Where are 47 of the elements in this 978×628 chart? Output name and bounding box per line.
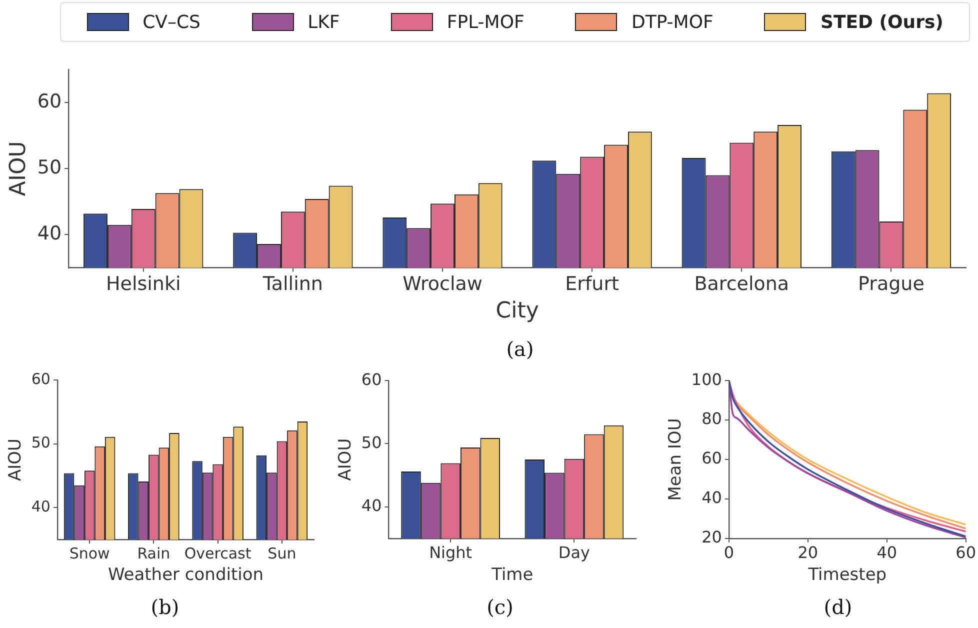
x-tick-label: Night — [429, 543, 472, 562]
y-tick-label: 40 — [361, 496, 382, 515]
legend-label: STED (Ours) — [820, 12, 944, 32]
x-tick-label: Tallinn — [262, 273, 323, 296]
x-tick-label: 0 — [724, 543, 734, 562]
y-axis-title: Mean IOU — [666, 418, 686, 501]
x-tick-label: Helsinki — [106, 273, 181, 296]
y-axis-title: AIOU — [6, 438, 26, 482]
y-tick-label: 80 — [702, 409, 722, 428]
y-tick-label: 60 — [31, 370, 50, 388]
y-tick-label: 40 — [37, 222, 62, 245]
x-tick-label: Rain — [137, 544, 170, 562]
x-tick-label: 20 — [798, 543, 818, 562]
y-tick-label: 50 — [31, 434, 50, 452]
y-tick-label: 50 — [37, 156, 62, 179]
legend-label: DTP-MOF — [631, 12, 714, 32]
y-tick-label: 100 — [691, 370, 722, 389]
text: (b) — [150, 595, 180, 619]
legend-label: LKF — [308, 12, 340, 32]
x-tick-label: Snow — [69, 544, 110, 562]
y-tick-label: 60 — [361, 370, 382, 389]
x-tick-label: Overcast — [184, 544, 252, 562]
x-tick-label: Sun — [268, 544, 296, 562]
text: (c) — [486, 595, 514, 619]
x-tick-label: Prague — [858, 273, 924, 296]
y-tick-label: 40 — [702, 488, 722, 508]
y-axis-title: AIOU — [336, 438, 356, 481]
x-tick-label: Barcelona — [694, 273, 790, 296]
y-tick-label: 60 — [702, 448, 722, 468]
x-axis-title: Time — [490, 565, 534, 586]
x-tick-label: Day — [558, 543, 590, 562]
x-axis-title: City — [496, 298, 539, 324]
text: (a) — [506, 337, 534, 361]
y-axis-title: AIOU — [6, 141, 31, 196]
x-axis-title: Timestep — [807, 565, 887, 586]
x-tick-label: 60 — [956, 543, 976, 562]
x-tick-label: Erfurt — [565, 273, 619, 296]
y-tick-label: 50 — [361, 432, 382, 452]
text: (d) — [824, 595, 852, 619]
x-tick-label: Wroclaw — [402, 273, 482, 296]
legend-label: FPL-MOF — [446, 12, 524, 32]
y-tick-label: 40 — [31, 498, 50, 516]
x-axis-title: Weather condition — [108, 565, 264, 586]
y-tick-label: 60 — [37, 90, 62, 112]
y-tick-label: 20 — [702, 528, 722, 547]
legend-label: CV–CS — [142, 12, 200, 32]
x-tick-label: 40 — [876, 543, 898, 562]
